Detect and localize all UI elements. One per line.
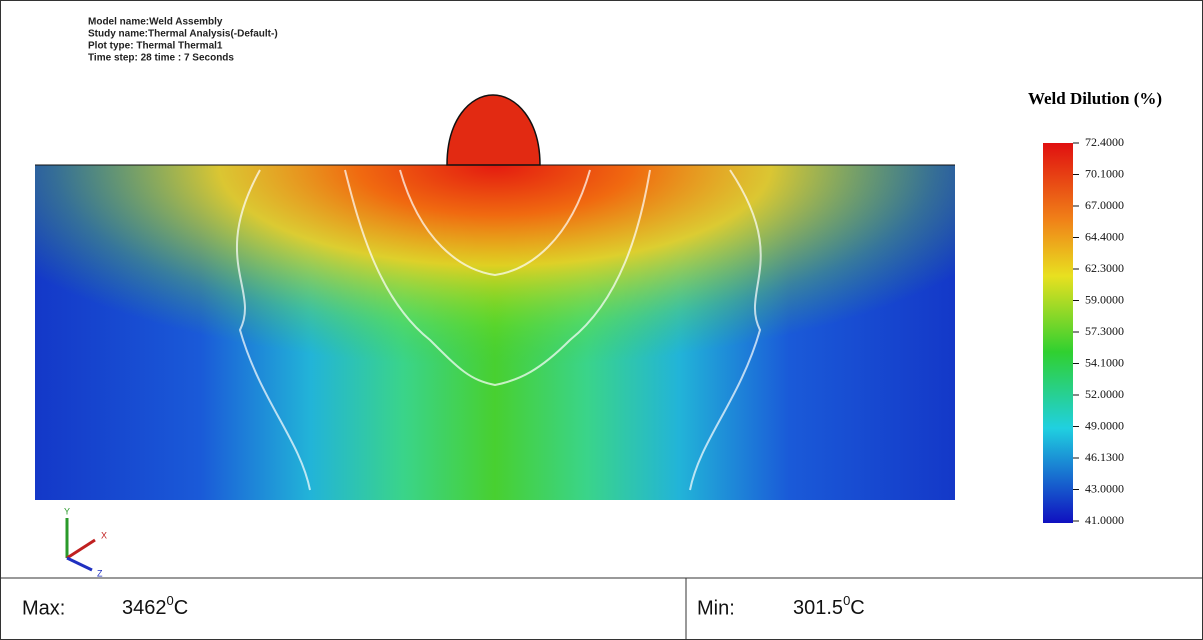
axis-label: Z — [97, 568, 103, 578]
max-label: Max: — [22, 597, 65, 619]
tick-label: 62.3000 — [1085, 261, 1124, 275]
tick-label: 67.0000 — [1085, 198, 1124, 212]
triad — [65, 518, 96, 572]
heat-zone — [35, 165, 955, 500]
max-value: 34620C — [122, 593, 188, 619]
tick-label: 72.4000 — [1085, 135, 1124, 149]
tick-label: 70.1000 — [1085, 166, 1124, 180]
weld-bead — [446, 94, 541, 166]
axis-label: X — [101, 530, 107, 540]
min-label: Min: — [697, 597, 735, 619]
tick-label: 64.4000 — [1085, 229, 1124, 243]
legend-title: Weld Dilution (%) — [1028, 89, 1162, 108]
tick-label: 41.0000 — [1085, 513, 1124, 527]
tick-label: 57.3000 — [1085, 324, 1124, 338]
tick-label: 54.1000 — [1085, 355, 1124, 369]
tick-label: 46.1300 — [1085, 450, 1124, 464]
legend-ticks: 72.4000 70.1000 67.0000 64.4000 62.3000 59.00… — [1073, 135, 1124, 527]
info-line: Time step: 28 time : 7 Seconds — [88, 53, 234, 64]
tick-label: 52.0000 — [1085, 387, 1124, 401]
info-line: Plot type: Thermal Thermal1 — [88, 41, 223, 52]
info-line: Model name:Weld Assembly — [88, 17, 223, 28]
tick-label: 49.0000 — [1085, 418, 1124, 432]
min-value: 301.50C — [793, 593, 865, 619]
tick-label: 59.0000 — [1085, 292, 1124, 306]
tick-label: 43.0000 — [1085, 481, 1124, 495]
axis-label: Y — [64, 506, 70, 516]
contours — [236, 169, 762, 491]
info-line: Study name:Thermal Analysis(-Default-) — [88, 29, 278, 40]
colorbar — [1043, 143, 1073, 523]
